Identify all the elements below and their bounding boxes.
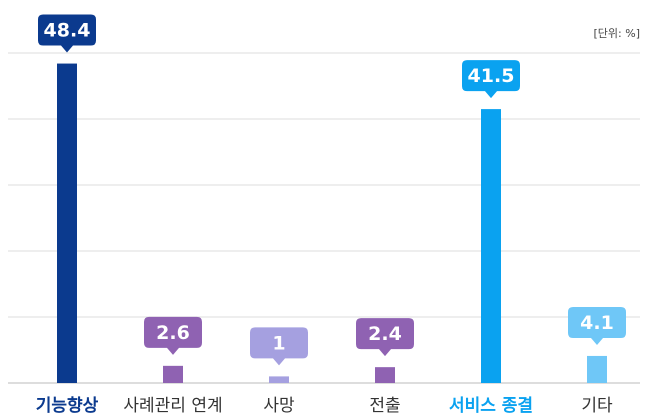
bar xyxy=(57,63,77,384)
value-label-box xyxy=(462,60,520,99)
value-label: 41.5 xyxy=(468,65,515,87)
x-tick-label: 기능향상 xyxy=(36,395,99,416)
x-tick-label: 사례관리 연계 xyxy=(123,396,222,416)
x-tick-label: 서비스 종결 xyxy=(449,396,533,416)
value-label: 48.4 xyxy=(44,20,91,42)
value-label-box xyxy=(356,318,414,357)
x-tick-label: 사망 xyxy=(263,396,295,416)
value-label-box xyxy=(38,14,96,53)
bar xyxy=(269,376,289,383)
x-tick-label: 기타 xyxy=(581,396,613,416)
value-label-box xyxy=(250,327,308,366)
bar xyxy=(375,367,395,383)
value-label: 4.1 xyxy=(580,312,614,334)
bar xyxy=(481,109,501,383)
value-label: 2.6 xyxy=(156,322,190,344)
value-label: 1 xyxy=(272,332,285,354)
unit-label: [단위: %] xyxy=(594,27,640,40)
bar xyxy=(587,355,607,383)
bar xyxy=(163,365,183,383)
x-tick-label: 전출 xyxy=(369,396,400,416)
value-label: 2.4 xyxy=(368,323,402,345)
value-label-box xyxy=(568,306,626,345)
value-label-box xyxy=(144,316,202,355)
